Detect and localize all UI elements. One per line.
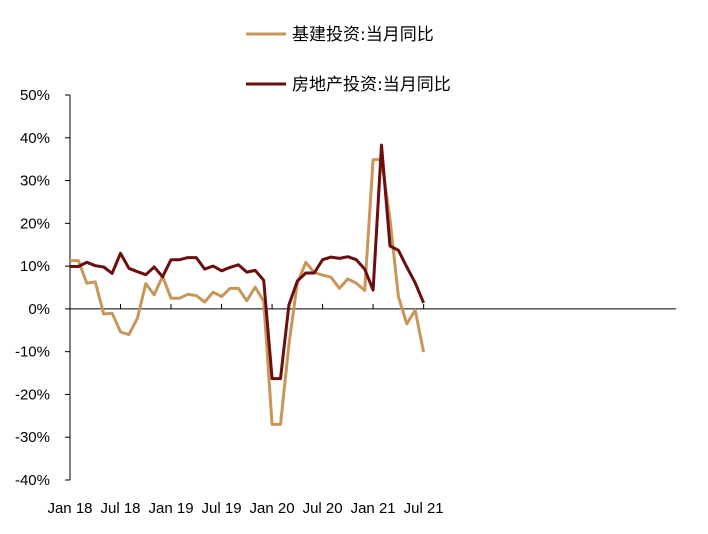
y-tick-label: 10% bbox=[20, 258, 50, 275]
y-tick-label: -10% bbox=[15, 344, 50, 361]
series-line-infrastructure bbox=[70, 158, 426, 426]
series-line-real-estate bbox=[70, 143, 425, 381]
y-tick-label: 50% bbox=[20, 87, 50, 104]
x-tick-label: Jan 19 bbox=[149, 500, 194, 517]
y-axis: -40% -30% -20% -10% 0% 10% 20% 30% 40% 50% bbox=[15, 87, 71, 489]
x-tick-label: Jan 18 bbox=[47, 500, 92, 517]
legend-label: 房地产投资:当月同比 bbox=[292, 75, 451, 95]
y-tick-label: 20% bbox=[20, 215, 50, 232]
legend-label: 基建投资:当月同比 bbox=[292, 25, 434, 45]
y-tick-label: 30% bbox=[20, 173, 50, 190]
x-axis: Jan 18 Jul 18 Jan 19 Jul 19 Jan 20 Jul 20 Jan … bbox=[47, 303, 676, 517]
x-tick-label: Jan 20 bbox=[250, 500, 295, 517]
y-tick-label: 0% bbox=[28, 301, 50, 318]
x-tick-label: Jul 20 bbox=[303, 500, 343, 517]
x-tick-label: Jan 21 bbox=[351, 500, 396, 517]
x-tick-label: Jul 19 bbox=[202, 500, 242, 517]
y-tick-label: -40% bbox=[15, 472, 50, 489]
y-tick-label: -30% bbox=[15, 429, 50, 446]
y-tick-label: -20% bbox=[15, 386, 50, 403]
y-tick-label: 40% bbox=[20, 130, 50, 147]
series-layer bbox=[70, 143, 426, 426]
x-tick-label: Jul 18 bbox=[101, 500, 141, 517]
x-tick-label: Jul 21 bbox=[404, 500, 444, 517]
